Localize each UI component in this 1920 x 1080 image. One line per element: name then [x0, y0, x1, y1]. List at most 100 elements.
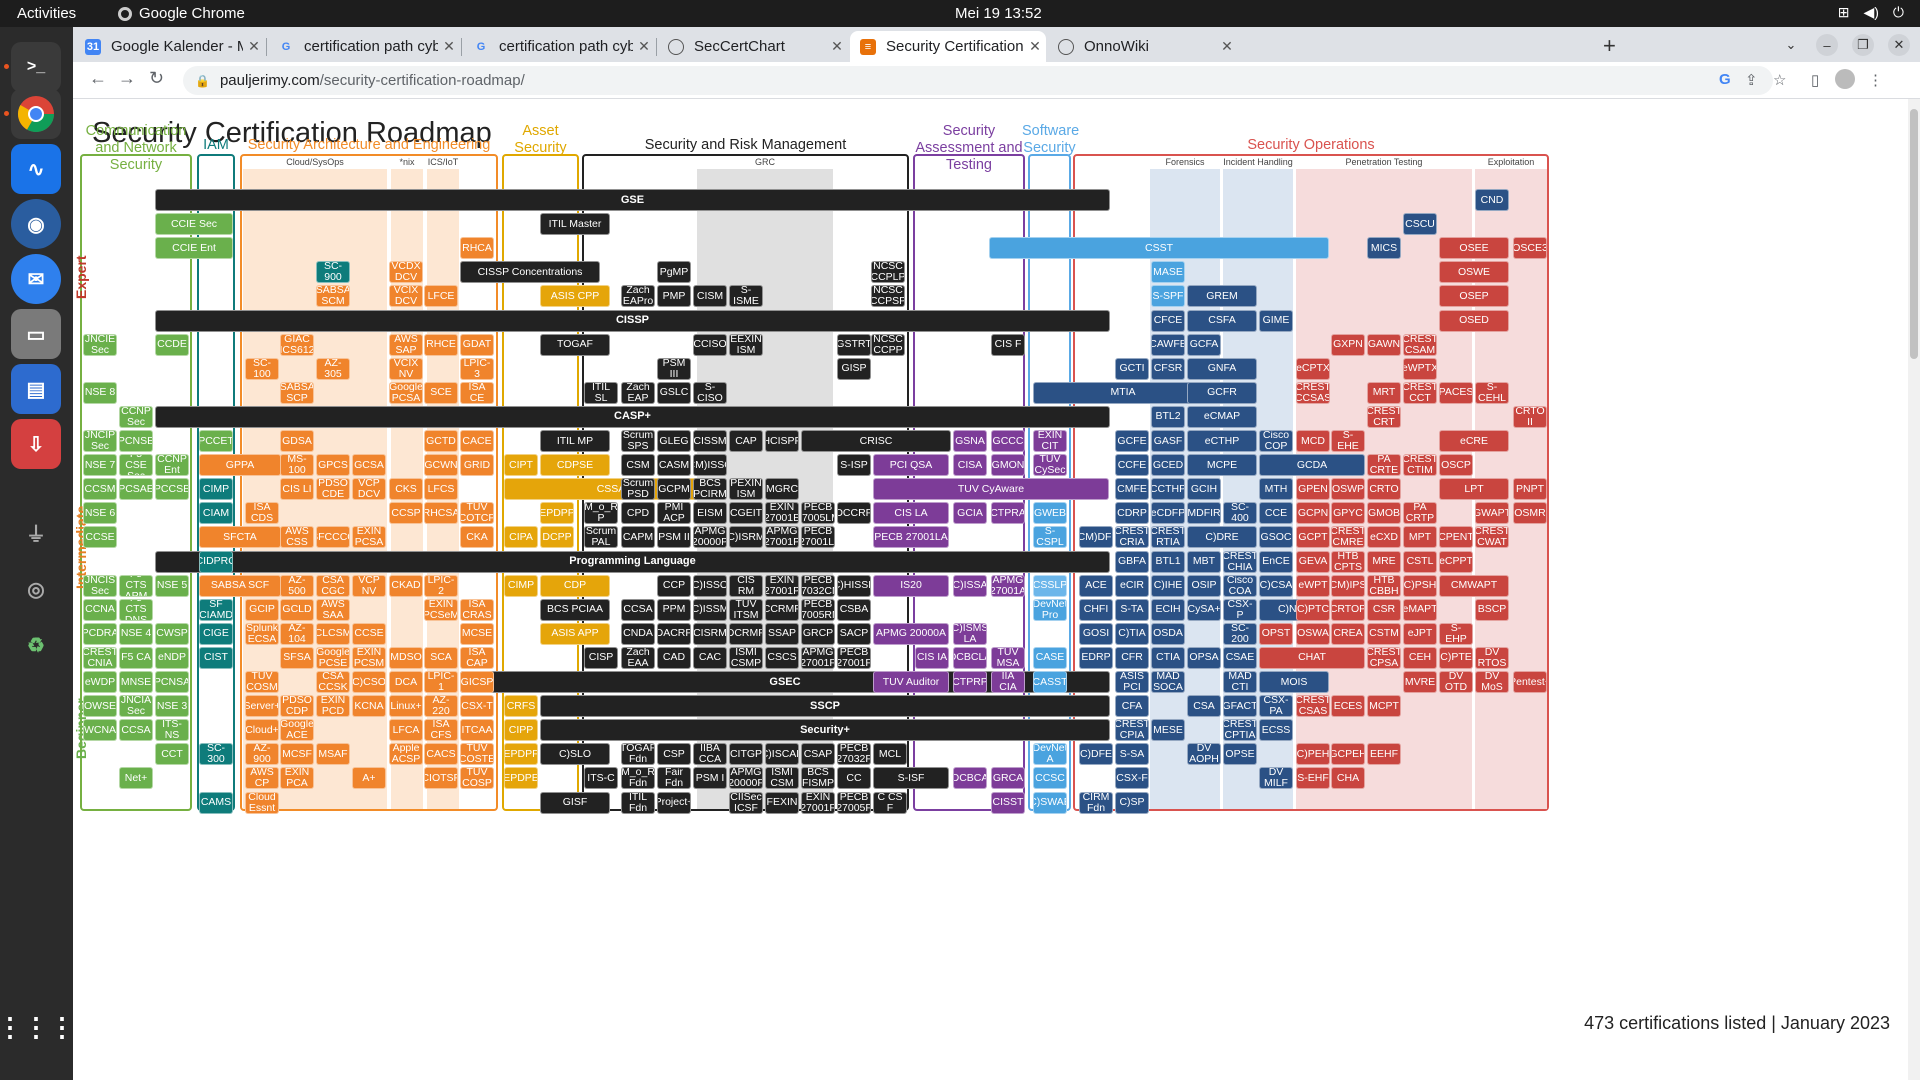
- cert-mdso[interactable]: MDSO: [389, 646, 423, 669]
- cert-pnpt[interactable]: PNPT: [1513, 478, 1547, 501]
- cert-its-c[interactable]: ITS-C: [584, 767, 618, 790]
- cert-ecss[interactable]: ECSS: [1259, 719, 1293, 742]
- cert-gced[interactable]: GCED: [1151, 454, 1185, 477]
- address-bar[interactable]: 🔒 pauljerimy.com/security-certification-…: [183, 66, 1773, 95]
- cert-cidpro[interactable]: CIDPRO: [199, 550, 233, 573]
- system-tray[interactable]: ⊞ ◀) ⏻: [1838, 4, 1904, 21]
- cert-crest-cria[interactable]: CREST CRIA: [1115, 526, 1149, 549]
- cert-dccrp[interactable]: DCCRP: [837, 502, 871, 525]
- cert-mnse[interactable]: MNSE: [119, 671, 153, 693]
- cert-ecmap[interactable]: eCMAP: [1187, 405, 1257, 428]
- cert-gcfa[interactable]: GCFA: [1187, 333, 1221, 356]
- cert-sabsa-scf[interactable]: SABSA SCF: [199, 574, 281, 597]
- cert-casp[interactable]: CASP+: [155, 405, 1110, 428]
- bookmark-star-icon[interactable]: ☆: [1773, 72, 1787, 89]
- tab-security-certification-roadmap[interactable]: ≡ Security Certification Roa ✕: [850, 31, 1046, 62]
- cert-asis-cpp[interactable]: ASIS CPP: [540, 285, 610, 308]
- cert-cisp[interactable]: CISP: [584, 646, 618, 669]
- cert-cams[interactable]: CAMS: [199, 791, 233, 814]
- cert-pccet[interactable]: PCCET: [199, 430, 233, 452]
- cert-cdp[interactable]: CDP: [540, 574, 610, 597]
- cert-pcsae[interactable]: PCSAE: [119, 478, 153, 501]
- cert-ewpt[interactable]: eWPT: [1296, 574, 1330, 597]
- cert-opse[interactable]: OPSE: [1223, 743, 1257, 766]
- cert-cm-dfi[interactable]: CM)DFI: [1079, 526, 1113, 549]
- tab-seccertchart[interactable]: SecCertChart ✕: [658, 31, 848, 62]
- cert-c-peh[interactable]: C)PEH: [1296, 743, 1330, 766]
- software-updater-icon[interactable]: ⇩: [11, 419, 61, 469]
- cert-bitcaas[interactable]: BITCAAS: [460, 719, 494, 742]
- cert-psm-i[interactable]: PSM I: [693, 767, 727, 790]
- cert-grcp[interactable]: GRCP: [801, 622, 835, 645]
- cert-msaf[interactable]: MSAF: [316, 743, 350, 766]
- back-icon[interactable]: ←: [89, 68, 107, 88]
- minimize-icon[interactable]: –: [1816, 34, 1838, 56]
- cert-vcp-nv[interactable]: VCP NV: [352, 574, 386, 597]
- cert-mgrc[interactable]: MGRC: [765, 478, 799, 501]
- cert-its-ns[interactable]: ITS-NS: [155, 719, 189, 742]
- cert-rhcsa[interactable]: RHCSA: [424, 502, 458, 525]
- cert-gse[interactable]: GSE: [155, 189, 1110, 211]
- cert-btl1[interactable]: BTL1: [1151, 550, 1185, 573]
- cert-nse-7[interactable]: NSE 7: [83, 454, 117, 477]
- cert-crtop[interactable]: CRTOP: [1331, 598, 1365, 621]
- cert-togaf[interactable]: TOGAF: [540, 333, 610, 356]
- cert-dv-milf[interactable]: DV MILF: [1259, 767, 1293, 790]
- cert-ace[interactable]: ACE: [1079, 574, 1113, 597]
- cert-cacs[interactable]: CACS: [424, 743, 458, 766]
- cert-dcbca[interactable]: DCBCA: [953, 767, 987, 790]
- cert-cnd[interactable]: CND: [1475, 189, 1509, 211]
- cert-cmwapt[interactable]: CMWAPT: [1439, 574, 1509, 597]
- cert-a[interactable]: A+: [352, 767, 386, 790]
- cert-osmr[interactable]: OSMR: [1513, 502, 1547, 525]
- files-icon[interactable]: ▭: [11, 309, 61, 359]
- cert-cap[interactable]: CAP: [729, 430, 763, 452]
- cert-isa-cras[interactable]: ISA CRAS: [460, 598, 494, 621]
- cert-tuv-itsm[interactable]: TUV ITSM: [729, 598, 763, 621]
- cert-ccnp-sec[interactable]: CCNP Sec: [119, 405, 153, 428]
- cert-gcip[interactable]: GCIP: [245, 598, 279, 621]
- share-icon[interactable]: ⇪: [1745, 72, 1758, 89]
- cert-osce3[interactable]: OSCE3: [1513, 237, 1547, 260]
- cert-gosi[interactable]: GOSI: [1079, 622, 1113, 645]
- cert-cimp[interactable]: CIMP: [199, 478, 233, 501]
- cert-cac[interactable]: CAC: [693, 646, 727, 669]
- cert-gnfa[interactable]: GNFA: [1187, 357, 1257, 380]
- cert-s-ehp[interactable]: S-EHP: [1439, 622, 1473, 645]
- cert-net[interactable]: Net+: [119, 767, 153, 790]
- cert-ccthp[interactable]: CCTHP: [1151, 478, 1185, 501]
- cert-csp[interactable]: CSP: [657, 743, 691, 766]
- cert-htb-cpts[interactable]: HTB CPTS: [1331, 550, 1365, 573]
- cert-cis-rm[interactable]: CIS RM: [729, 574, 763, 597]
- cert-gisp[interactable]: GISP: [837, 357, 871, 380]
- cert-casst[interactable]: CASST: [1033, 671, 1067, 693]
- cert-gcfr[interactable]: GCFR: [1187, 381, 1257, 404]
- cert-apmg-27001p[interactable]: APMG 27001P: [765, 526, 799, 549]
- cert-cscs[interactable]: CSCS: [765, 646, 799, 669]
- cert-csap[interactable]: CSAP: [801, 743, 835, 766]
- cert-csslp[interactable]: CSSLP: [1033, 574, 1067, 597]
- cert-ccna[interactable]: CCNA: [83, 598, 117, 621]
- cert-cisst[interactable]: CISST: [991, 791, 1025, 814]
- cert-pecb-27001li[interactable]: PECB 27001LI: [801, 526, 835, 549]
- cert-chat[interactable]: CHAT: [1259, 646, 1365, 669]
- cert-gxpn[interactable]: GXPN: [1331, 333, 1365, 356]
- cert-ceh[interactable]: CEH: [1403, 646, 1437, 669]
- cert-csx-pa[interactable]: CSX-PA: [1259, 695, 1293, 718]
- cert-pmi-acp[interactable]: PMI ACP: [657, 502, 691, 525]
- cert-ccsp[interactable]: CCSP: [389, 502, 423, 525]
- cert-ecthp[interactable]: eCTHP: [1187, 430, 1257, 452]
- cert-c-issm[interactable]: C)ISSM: [693, 598, 727, 621]
- cert-apmg-27001a[interactable]: APMG 27001A: [991, 574, 1025, 597]
- cert-ecre[interactable]: eCRE: [1439, 430, 1509, 452]
- cert-cisco-coa[interactable]: Cisco COA: [1223, 574, 1257, 597]
- reload-icon[interactable]: ↻: [149, 68, 165, 88]
- cert-epdpp[interactable]: EPDPP: [540, 502, 574, 525]
- cert-c-issa[interactable]: C)ISSA: [953, 574, 987, 597]
- cert-dv-aoph[interactable]: DV AOPH: [1187, 743, 1221, 766]
- cert-az-104[interactable]: AZ-104: [280, 622, 314, 645]
- tab-certification-path-2[interactable]: G certification path cyberse ✕: [463, 31, 655, 62]
- cert-c-hissp[interactable]: C)HISSP: [837, 574, 871, 597]
- cert-s-ta[interactable]: S-TA: [1115, 598, 1149, 621]
- cert-gstrt[interactable]: GSTRT: [837, 333, 871, 356]
